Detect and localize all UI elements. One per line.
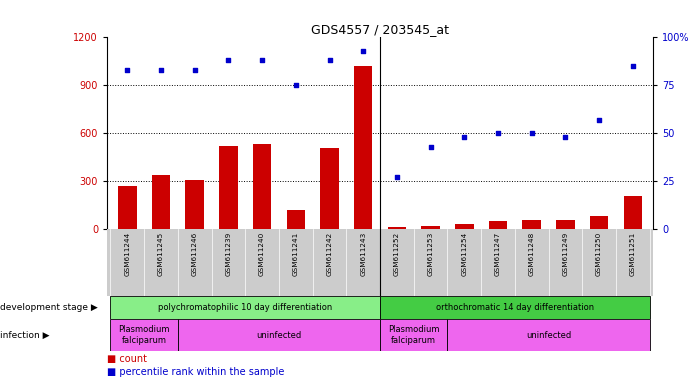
Point (155, 67, 167, 73)
Point (425, 144, 436, 150)
Bar (253, 144, 272, 229)
Point (256, 57, 267, 63)
Point (391, 174, 402, 180)
Bar (111, 319, 178, 351)
Text: GSM611241: GSM611241 (293, 231, 299, 275)
Bar (219, 146, 238, 229)
Text: development stage ▶: development stage ▶ (0, 303, 97, 312)
Point (493, 130, 504, 136)
Bar (111, 296, 380, 319)
Text: GSM611247: GSM611247 (495, 231, 501, 275)
Text: GSM611242: GSM611242 (327, 231, 332, 275)
Text: GSM611239: GSM611239 (225, 231, 231, 275)
Bar (623, 196, 642, 229)
Point (627, 63, 638, 69)
Bar (178, 319, 380, 351)
Text: GSM611251: GSM611251 (630, 231, 636, 275)
Bar (590, 217, 608, 229)
Text: ■ percentile rank within the sample: ■ percentile rank within the sample (107, 366, 285, 377)
Text: GSM611250: GSM611250 (596, 231, 602, 275)
Bar (380, 296, 650, 319)
Bar (556, 220, 575, 229)
Text: Plasmodium
falciparum: Plasmodium falciparum (118, 325, 170, 345)
Text: GSM611240: GSM611240 (259, 231, 265, 275)
Point (526, 130, 537, 136)
Bar (489, 221, 507, 229)
Bar (455, 224, 473, 229)
Bar (422, 226, 440, 229)
Bar (522, 220, 541, 229)
Bar (388, 227, 406, 229)
Point (459, 134, 470, 140)
Point (189, 67, 200, 73)
Text: GSM611249: GSM611249 (562, 231, 569, 275)
Bar (118, 186, 137, 229)
Bar (152, 175, 170, 229)
Title: GDS4557 / 203545_at: GDS4557 / 203545_at (311, 23, 449, 36)
Text: GSM611253: GSM611253 (428, 231, 433, 275)
Text: orthochromatic 14 day differentiation: orthochromatic 14 day differentiation (436, 303, 594, 312)
Text: ■ count: ■ count (107, 354, 147, 364)
Text: uninfected: uninfected (526, 331, 571, 339)
Text: GSM611246: GSM611246 (191, 231, 198, 275)
Point (290, 82, 301, 88)
Text: GSM611244: GSM611244 (124, 231, 131, 275)
Text: GSM611252: GSM611252 (394, 231, 400, 275)
Text: infection ▶: infection ▶ (0, 331, 50, 339)
Text: GSM611245: GSM611245 (158, 231, 164, 275)
Point (122, 67, 133, 73)
Text: GSM611243: GSM611243 (360, 231, 366, 275)
Point (560, 134, 571, 140)
Bar (354, 66, 372, 229)
Point (594, 117, 605, 123)
Bar (380, 319, 448, 351)
Bar (448, 319, 650, 351)
Text: GSM611254: GSM611254 (462, 231, 467, 275)
Point (223, 57, 234, 63)
Text: uninfected: uninfected (256, 331, 301, 339)
Bar (287, 210, 305, 229)
Bar (320, 147, 339, 229)
Text: GSM611248: GSM611248 (529, 231, 535, 275)
Point (358, 48, 369, 54)
Text: polychromatophilic 10 day differentiation: polychromatophilic 10 day differentiatio… (158, 303, 332, 312)
Bar (185, 180, 204, 229)
Text: Plasmodium
falciparum: Plasmodium falciparum (388, 325, 439, 345)
Point (324, 57, 335, 63)
